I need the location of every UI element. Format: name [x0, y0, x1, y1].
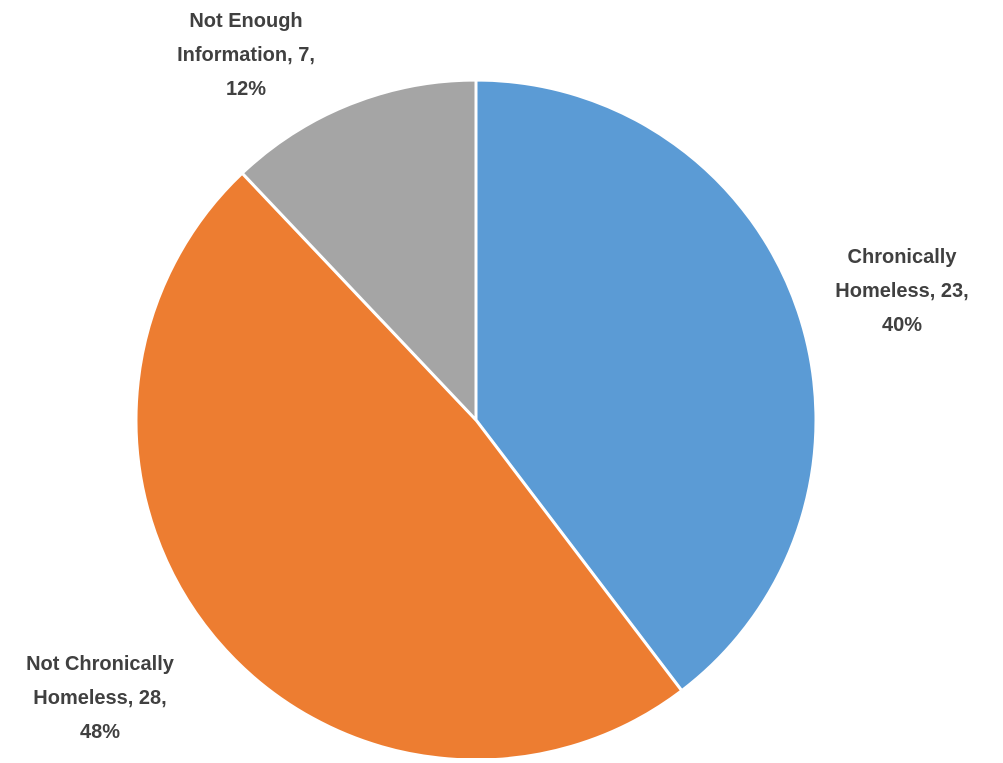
data-label-line: Not Enough: [189, 10, 302, 32]
pie-slice-not-enough-information: [240, 78, 478, 422]
data-label-not-chronically-homeless: Not Chronically Homeless, 28, 48%: [26, 653, 175, 743]
pie-slices: [134, 78, 818, 762]
data-label-line: Homeless, 28,: [33, 687, 166, 709]
data-label-line: 12%: [226, 78, 266, 100]
data-labels: Chronically Homeless, 23, 40% Not Chronical…: [26, 10, 969, 743]
data-label-line: 48%: [80, 721, 120, 743]
data-label-not-enough-information: Not Enough Information, 7, 12%: [177, 10, 315, 100]
pie-slice-not-chronically-homeless: [134, 171, 684, 762]
pie-slice-chronically-homeless: [474, 78, 818, 693]
data-label-chronically-homeless: Chronically Homeless, 23, 40%: [835, 246, 968, 336]
data-label-line: Homeless, 23,: [835, 280, 968, 302]
data-label-line: Information, 7,: [177, 44, 315, 66]
data-label-line: 40%: [882, 314, 922, 336]
data-label-line: Chronically: [848, 246, 958, 268]
data-label-line: Not Chronically: [26, 653, 175, 675]
